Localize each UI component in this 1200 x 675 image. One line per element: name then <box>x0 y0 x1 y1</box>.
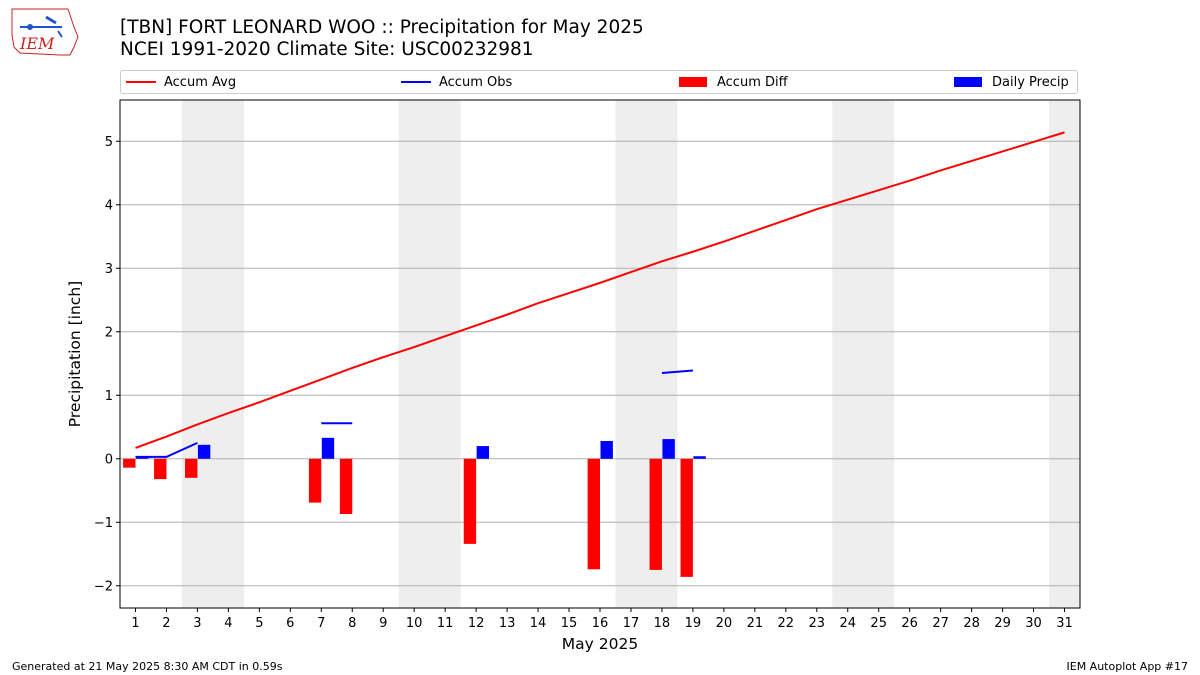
x-tick-label: 18 <box>654 616 671 631</box>
x-tick-label: 30 <box>1025 616 1042 631</box>
x-tick-label: 19 <box>685 616 702 631</box>
x-tick-label: 13 <box>499 616 516 631</box>
x-tick-label: 15 <box>561 616 578 631</box>
legend-swatch-accum-obs <box>401 81 431 83</box>
legend-item-accum-avg: Accum Avg <box>126 71 236 93</box>
x-tick-label: 7 <box>317 616 325 631</box>
x-tick-label: 3 <box>193 616 201 631</box>
y-tick-label: 1 <box>105 389 113 404</box>
legend-label-accum-avg: Accum Avg <box>164 74 237 90</box>
accum-diff-bar <box>339 458 353 515</box>
daily-precip-bar <box>476 446 490 459</box>
accum-diff-bar <box>123 458 136 468</box>
x-tick-label: 6 <box>286 616 294 631</box>
legend-swatch-accum-avg <box>126 81 156 83</box>
x-tick-label: 25 <box>870 616 887 631</box>
x-tick-label: 28 <box>963 616 980 631</box>
accum-diff-bar <box>587 458 600 570</box>
legend-label-daily-precip: Daily Precip <box>992 74 1069 90</box>
weekend-band-3 <box>832 100 895 608</box>
legend-label-accum-obs: Accum Obs <box>439 74 513 90</box>
weekend-band-1 <box>398 100 461 608</box>
x-tick-label: 23 <box>809 616 826 631</box>
footer-app: IEM Autoplot App #17 <box>1066 660 1189 673</box>
daily-precip-bar <box>662 439 675 459</box>
x-tick-label: 12 <box>468 616 485 631</box>
x-tick-label: 17 <box>623 616 640 631</box>
legend-item-accum-diff: Accum Diff <box>679 71 788 93</box>
x-tick-label: 14 <box>530 616 547 631</box>
x-tick-label: 24 <box>839 616 856 631</box>
legend-item-accum-obs: Accum Obs <box>401 71 512 93</box>
x-tick-label: 22 <box>778 616 795 631</box>
accum-diff-bar <box>185 458 198 478</box>
legend: Accum Avg Accum Obs Accum Diff Daily Pre… <box>120 70 1078 94</box>
legend-item-daily-precip: Daily Precip <box>954 71 1069 93</box>
legend-swatch-accum-diff <box>679 77 707 87</box>
x-tick-label: 10 <box>406 616 423 631</box>
y-tick-label: 0 <box>105 452 113 467</box>
x-axis-label: May 2025 <box>562 635 638 653</box>
accum-obs-line <box>135 441 198 458</box>
accum-diff-bar <box>649 458 662 570</box>
footer-generated: Generated at 21 May 2025 8:30 AM CDT in … <box>12 660 283 673</box>
y-tick-label: −1 <box>94 516 113 531</box>
accum-diff-bar <box>463 458 477 544</box>
legend-label-accum-diff: Accum Diff <box>717 74 788 90</box>
x-tick-label: 31 <box>1056 616 1073 631</box>
x-tick-label: 8 <box>348 616 356 631</box>
y-tick-label: 5 <box>105 135 113 150</box>
x-tick-label: 4 <box>224 616 232 631</box>
accum-diff-bar <box>680 458 693 577</box>
x-tick-label: 16 <box>592 616 609 631</box>
y-tick-label: 3 <box>105 262 113 277</box>
accum-avg-line <box>135 131 1065 449</box>
x-tick-label: 2 <box>162 616 170 631</box>
iem-logo: IEM <box>11 8 79 56</box>
x-tick-label: 27 <box>932 616 949 631</box>
title-line-1: [TBN] FORT LEONARD WOO :: Precipitation … <box>120 17 644 38</box>
daily-precip-bar <box>321 437 335 459</box>
y-tick-label: 4 <box>105 198 113 213</box>
daily-precip-bar <box>197 444 211 459</box>
x-tick-label: 1 <box>131 616 139 631</box>
x-tick-label: 21 <box>747 616 764 631</box>
x-tick-label: 9 <box>379 616 387 631</box>
x-tick-label: 11 <box>437 616 454 631</box>
y-tick-label: −2 <box>94 579 113 594</box>
logo-text: IEM <box>19 34 55 53</box>
weekend-band-0 <box>181 100 244 608</box>
accum-diff-bar <box>154 458 167 480</box>
daily-precip-bar <box>693 456 706 459</box>
daily-precip-bar <box>600 440 613 459</box>
legend-swatch-daily-precip <box>954 77 982 87</box>
weekend-band-2 <box>615 100 678 608</box>
y-tick-label: 2 <box>105 325 113 340</box>
x-tick-label: 5 <box>255 616 263 631</box>
accum-diff-bar <box>308 458 322 503</box>
title-line-2: NCEI 1991-2020 Climate Site: USC00232981 <box>120 39 534 60</box>
x-tick-label: 20 <box>716 616 733 631</box>
chart-title: [TBN] FORT LEONARD WOO :: Precipitation … <box>120 17 644 61</box>
y-axis-label: Precipitation [inch] <box>66 281 84 427</box>
x-tick-label: 29 <box>994 616 1011 631</box>
accum-obs-line <box>661 369 693 375</box>
weekend-band-4 <box>1049 100 1080 608</box>
x-tick-label: 26 <box>901 616 918 631</box>
